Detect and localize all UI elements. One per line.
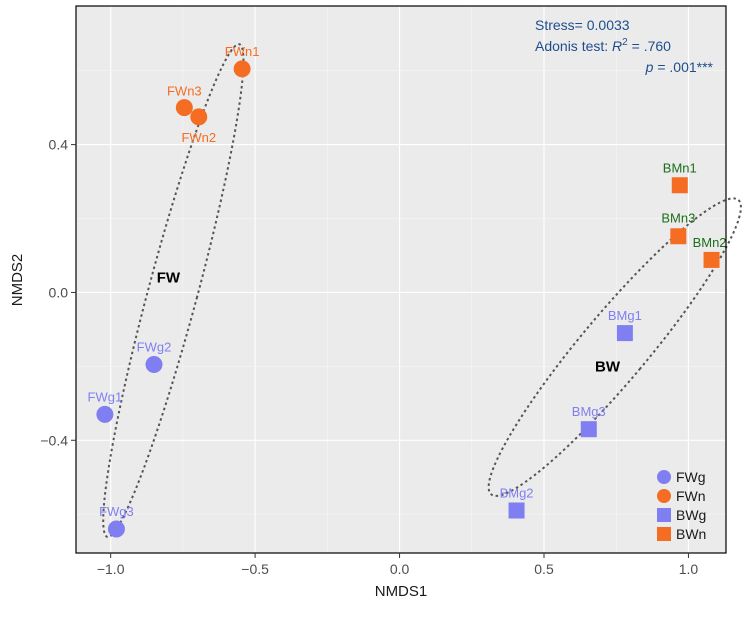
point-label-fwn2: FWn2 — [181, 130, 216, 145]
point-bmg1 — [616, 325, 633, 342]
confidence-ellipses — [102, 43, 742, 539]
point-fwg2 — [145, 356, 163, 374]
legend-key-bwg — [657, 508, 671, 522]
point-fwn1 — [233, 60, 251, 78]
grid — [76, 6, 726, 553]
x-tick-label: −1.0 — [97, 561, 125, 577]
legend-label-fwn: FWn — [676, 488, 706, 504]
point-bmn1 — [671, 177, 688, 194]
legend-label-bwn: BWn — [676, 526, 706, 542]
point-bmg2 — [508, 502, 525, 519]
point-fwg3 — [107, 520, 125, 538]
group-label-bw: BW — [595, 358, 621, 375]
legend-label-fwg: FWg — [676, 469, 706, 485]
point-fwn2 — [190, 108, 208, 126]
legend-key-bwn — [657, 527, 671, 541]
point-bmg3 — [580, 421, 597, 438]
y-tick-label: 0.0 — [49, 284, 69, 300]
point-bmn3 — [670, 228, 687, 245]
point-label-fwn1: FWn1 — [225, 44, 260, 59]
y-tick-label: 0.4 — [49, 137, 69, 153]
point-bmn2 — [703, 251, 720, 268]
point-label-fwg3: FWg3 — [99, 504, 134, 519]
legend-key-fwn — [657, 489, 671, 503]
point-label-bmn2: BMn2 — [693, 235, 727, 250]
point-labels: FWg1 FWg2 FWg3 FWn1 FWn2 FWn3 BMg1 BMg2 BMg3 BMn1… — [88, 44, 727, 519]
group-labels: FW BW — [157, 270, 621, 376]
point-label-bmg3: BMg3 — [572, 404, 606, 419]
point-label-fwn3: FWn3 — [167, 84, 202, 99]
group-label-fw: FW — [157, 270, 181, 287]
y-axis-title: NMDS2 — [9, 254, 26, 307]
x-tick-label: 0.5 — [534, 561, 554, 577]
legend-key-fwg — [657, 470, 671, 484]
ellipse-fw — [102, 43, 245, 539]
point-label-bmn1: BMn1 — [663, 160, 697, 175]
point-label-fwg1: FWg1 — [88, 389, 123, 404]
stress-text: Stress= 0.0033 — [535, 17, 630, 33]
point-label-bmg1: BMg1 — [608, 308, 642, 323]
point-fwg1 — [96, 405, 114, 423]
p-value-text: p = .001*** — [645, 59, 714, 75]
axes: −1.0 −0.5 0.0 0.5 1.0 −0.4 0.0 0.4 — [40, 137, 698, 577]
x-tick-label: 1.0 — [679, 561, 699, 577]
x-tick-label: 0.0 — [390, 561, 410, 577]
stats-annotation: Stress= 0.0033 Adonis test: R2 = .760 p … — [535, 17, 714, 75]
data-points — [96, 60, 720, 538]
x-axis-title: NMDS1 — [375, 583, 428, 600]
y-tick-label: −0.4 — [40, 432, 68, 448]
panel-border — [75, 5, 727, 554]
point-label-bmn3: BMn3 — [661, 210, 695, 225]
adonis-text: Adonis test: R2 = .760 — [535, 37, 671, 54]
plot-panel — [76, 6, 726, 553]
x-tick-label: −0.5 — [241, 561, 269, 577]
point-label-bmg2: BMg2 — [500, 485, 534, 500]
ellipse-bw — [487, 197, 742, 497]
legend-label-bwg: BWg — [676, 507, 706, 523]
legend: FWg FWn BWg BWn — [657, 469, 706, 542]
point-label-fwg2: FWg2 — [137, 340, 172, 355]
point-fwn3 — [175, 99, 193, 117]
